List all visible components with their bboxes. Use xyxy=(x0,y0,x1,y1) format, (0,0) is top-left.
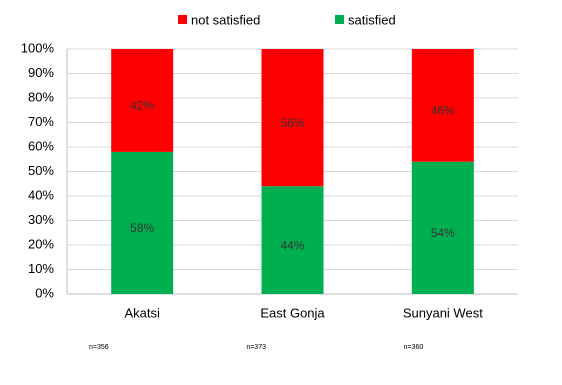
y-tick-label: 10% xyxy=(28,261,54,276)
value-label: 54% xyxy=(431,226,455,240)
y-tick-label: 40% xyxy=(28,187,54,202)
legend-label: not satisfied xyxy=(191,12,260,27)
annotation: n=373 xyxy=(246,344,266,351)
y-tick-label: 90% xyxy=(28,65,54,80)
value-label: 44% xyxy=(280,238,304,252)
x-tick-label: Sunyani West xyxy=(403,305,483,320)
y-tick-label: 30% xyxy=(28,212,54,227)
x-tick-label: Akatsi xyxy=(124,305,160,320)
bar-segment xyxy=(411,49,474,162)
value-label: 42% xyxy=(130,99,154,113)
y-tick-label: 0% xyxy=(35,285,54,300)
bar-segment xyxy=(411,161,474,294)
value-label: 46% xyxy=(431,104,455,118)
y-tick-label: 70% xyxy=(28,114,54,129)
bar-segment xyxy=(111,49,174,152)
legend-label: satisfied xyxy=(348,12,396,27)
legend-swatch xyxy=(335,15,344,24)
annotation: n=360 xyxy=(404,344,424,351)
legend-swatch xyxy=(178,15,187,24)
annotation: n=356 xyxy=(89,344,109,351)
bar-segment xyxy=(261,49,324,187)
bar-segment xyxy=(261,186,324,294)
y-tick-label: 100% xyxy=(21,40,55,55)
x-tick-label: East Gonja xyxy=(260,305,325,320)
y-tick-label: 80% xyxy=(28,89,54,104)
y-tick-label: 20% xyxy=(28,236,54,251)
y-tick-label: 50% xyxy=(28,163,54,178)
y-tick-label: 60% xyxy=(28,138,54,153)
value-label: 56% xyxy=(280,116,304,130)
value-label: 58% xyxy=(130,221,154,235)
bar-segment xyxy=(111,151,174,294)
